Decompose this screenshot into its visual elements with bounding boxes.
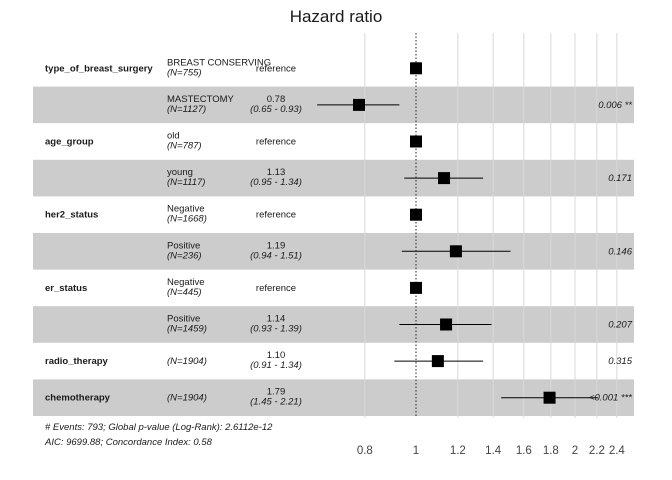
hazard-ratio-value: 1.13 xyxy=(267,167,286,178)
hr-marker xyxy=(449,245,462,258)
confidence-interval: (0.91 - 1.34) xyxy=(250,360,302,371)
footer-events: # Events: 793; Global p-value (Log-Rank)… xyxy=(45,422,273,433)
level-count: (N=755) xyxy=(167,67,202,78)
row-bands xyxy=(33,86,634,416)
level-name: Positive xyxy=(167,240,200,251)
hr-marker xyxy=(410,62,422,75)
hazard-ratio-value: 1.19 xyxy=(267,240,286,251)
level-name: BREAST CONSERVING xyxy=(167,57,271,68)
x-tick-label: 2.4 xyxy=(609,445,626,457)
gridlines xyxy=(364,33,618,418)
level-name: young xyxy=(167,167,193,178)
hr-marker xyxy=(410,208,422,221)
confidence-interval: (1.45 - 2.21) xyxy=(250,397,302,408)
level-count: (N=1904) xyxy=(167,393,207,404)
p-value: 0.207 xyxy=(608,320,632,331)
hr-marker xyxy=(431,355,444,368)
hazard-ratio-value: 0.78 xyxy=(267,94,286,105)
level-name: old xyxy=(167,131,180,142)
hazard-ratio-value: 1.14 xyxy=(267,314,286,325)
p-value: 0.315 xyxy=(608,356,632,367)
estimates xyxy=(317,62,598,404)
p-value: 0.171 xyxy=(608,173,632,184)
x-tick-label: 1.8 xyxy=(543,445,559,457)
level-count: (N=236) xyxy=(167,250,202,261)
hr-marker xyxy=(440,318,453,331)
level-count: (N=787) xyxy=(167,141,202,152)
x-tick-label: 1.6 xyxy=(516,445,532,457)
variable-name: age_group xyxy=(45,137,94,148)
hr-marker xyxy=(438,172,451,185)
x-tick-label: 2 xyxy=(572,445,578,457)
level-count: (N=1668) xyxy=(167,214,207,225)
hazard-ratio-value: reference xyxy=(256,63,296,74)
x-axis-tick-labels: 0.8 1 1.2 1.4 1.6 1.8 2 2.2 2.4 xyxy=(357,445,626,457)
x-tick-label: 1.2 xyxy=(450,445,466,457)
hazard-ratio-value: reference xyxy=(256,137,296,148)
confidence-interval: (0.95 - 1.34) xyxy=(250,177,302,188)
level-count: (N=1904) xyxy=(167,356,207,367)
footer-aic: AIC: 9699.88; Concordance Index: 0.58 xyxy=(44,437,213,448)
row-band xyxy=(33,306,634,343)
level-name: MASTECTOMY xyxy=(167,94,235,105)
hazard-ratio-value: reference xyxy=(256,210,296,221)
x-tick-label: 0.8 xyxy=(357,445,373,457)
x-tick-label: 2.2 xyxy=(589,445,605,457)
level-name: Negative xyxy=(167,277,205,288)
p-value: 0.146 xyxy=(608,246,632,257)
chart-title: Hazard ratio xyxy=(290,7,383,26)
confidence-interval: (0.65 - 0.93) xyxy=(250,104,302,115)
level-count: (N=445) xyxy=(167,287,202,298)
level-name: Negative xyxy=(167,204,205,215)
variable-name: type_of_breast_surgery xyxy=(45,63,153,74)
p-value: <0.001 *** xyxy=(589,393,632,404)
row-band xyxy=(33,233,634,270)
hazard-ratio-value: 1.10 xyxy=(267,350,286,361)
confidence-interval: (0.94 - 1.51) xyxy=(250,250,302,261)
x-tick-label: 1.4 xyxy=(485,445,502,457)
x-tick-label: 1 xyxy=(413,445,419,457)
variable-name: her2_status xyxy=(45,210,98,221)
level-count: (N=1459) xyxy=(167,324,207,335)
level-name: Positive xyxy=(167,314,200,325)
hr-marker xyxy=(353,98,366,111)
hr-marker xyxy=(410,281,422,294)
level-count: (N=1127) xyxy=(167,104,206,115)
hr-marker xyxy=(543,391,556,404)
level-count: (N=1117) xyxy=(167,177,205,188)
variable-name: chemotherapy xyxy=(45,393,111,404)
hazard-ratio-value: 1.79 xyxy=(267,387,286,398)
hazard-ratio-value: reference xyxy=(256,283,296,294)
hr-marker xyxy=(410,135,422,148)
confidence-interval: (0.93 - 1.39) xyxy=(250,324,302,335)
p-value: 0.006 ** xyxy=(598,100,632,111)
row-band xyxy=(33,159,634,197)
variable-name: er_status xyxy=(45,283,87,294)
variable-name: radio_therapy xyxy=(45,356,109,367)
